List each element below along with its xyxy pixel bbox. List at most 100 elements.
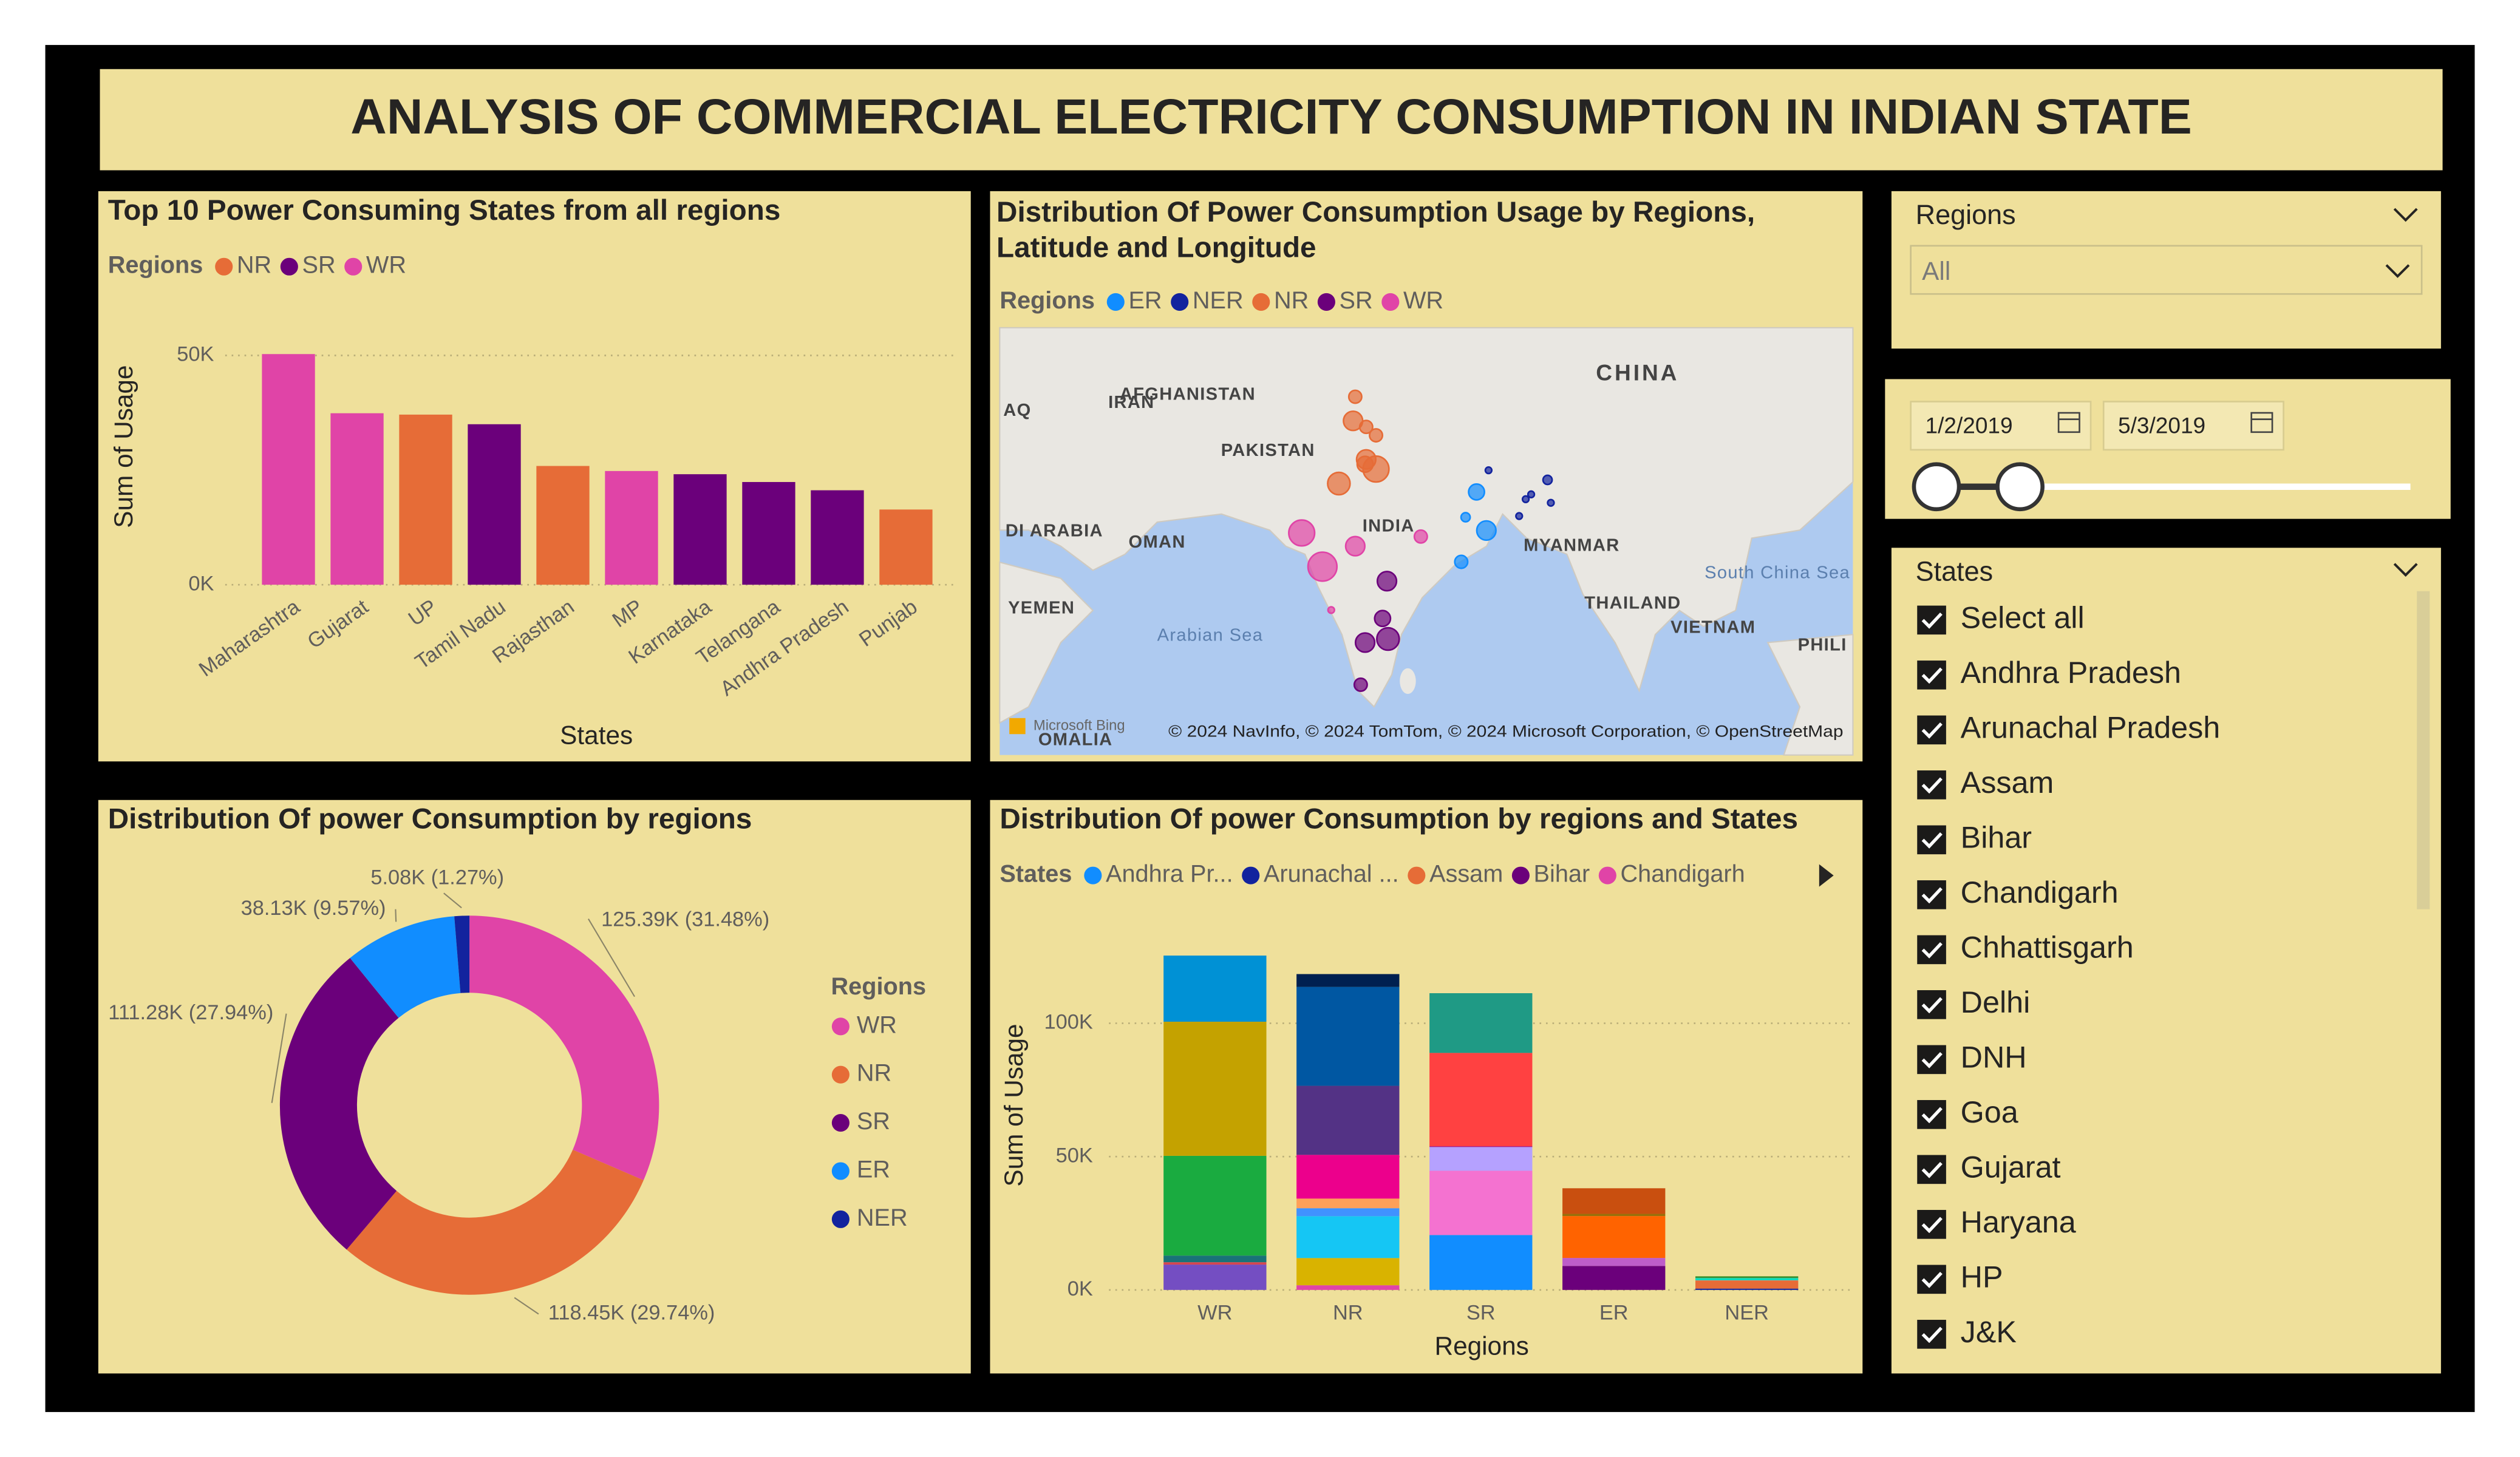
scrollbar[interactable] bbox=[2417, 591, 2430, 909]
checkbox[interactable] bbox=[1917, 1100, 1946, 1129]
checkbox[interactable] bbox=[1917, 1210, 1946, 1239]
bar-segment bbox=[1562, 1258, 1666, 1266]
checkbox[interactable] bbox=[1917, 825, 1946, 855]
calendar-icon[interactable] bbox=[2057, 412, 2080, 433]
checkbox[interactable] bbox=[1917, 770, 1946, 800]
checkbox[interactable] bbox=[1917, 605, 1946, 635]
legend-label: Chandigarh bbox=[1621, 861, 1745, 888]
slicer-item-label[interactable]: J&K bbox=[1961, 1314, 2017, 1349]
slicer-item-label[interactable]: Gujarat bbox=[1961, 1150, 2061, 1184]
slicer-title: States bbox=[1916, 556, 1994, 587]
map-label: CHINA bbox=[1596, 359, 1679, 385]
map[interactable] bbox=[999, 327, 1854, 756]
checkbox[interactable] bbox=[1917, 661, 1946, 690]
bar-segment bbox=[1695, 1276, 1799, 1278]
date-end[interactable]: 5/3/2019 bbox=[2118, 413, 2205, 438]
map-label: AQ bbox=[1003, 401, 1031, 420]
slicer-panel bbox=[1891, 191, 2441, 349]
legend-label: ER bbox=[857, 1156, 890, 1183]
chart-title: Distribution Of Power Consumption Usage … bbox=[996, 195, 1755, 263]
checkmark bbox=[1921, 832, 1943, 849]
checkbox[interactable] bbox=[1917, 935, 1946, 965]
legend-label: WR bbox=[857, 1011, 897, 1038]
slider-handle[interactable] bbox=[1912, 462, 1961, 512]
slicer-item[interactable]: HP bbox=[1917, 1260, 2003, 1294]
date-input[interactable] bbox=[1910, 401, 2092, 451]
slicer-item-label[interactable]: Delhi bbox=[1961, 985, 2031, 1019]
checkmark bbox=[1921, 777, 1943, 794]
bar-segment bbox=[1562, 1266, 1666, 1290]
slicer-item[interactable]: Andhra Pradesh bbox=[1917, 655, 2181, 690]
slicer-item-label[interactable]: Chhattisgarh bbox=[1961, 930, 2134, 965]
slider-handle[interactable] bbox=[1995, 462, 2045, 512]
bar-segment bbox=[1163, 1262, 1267, 1265]
checkbox[interactable] bbox=[1917, 1045, 1946, 1075]
bar-segment bbox=[1562, 1214, 1666, 1217]
slicer-item[interactable]: Chandigarh bbox=[1917, 875, 2119, 909]
leader-line bbox=[395, 909, 397, 922]
checkbox[interactable] bbox=[1917, 1155, 1946, 1184]
legend-marker bbox=[1408, 866, 1426, 885]
legend-label: WR bbox=[1403, 287, 1443, 314]
y-axis-title: Sum of Usage bbox=[109, 365, 138, 528]
bar-segment bbox=[1429, 1147, 1533, 1171]
checkbox[interactable] bbox=[1917, 990, 1946, 1019]
slicer-item[interactable]: J&K bbox=[1917, 1314, 2017, 1349]
map-points bbox=[1288, 389, 1555, 692]
chart-title: Distribution Of power Consumption by reg… bbox=[999, 803, 1798, 835]
checkbox[interactable] bbox=[1917, 1265, 1946, 1294]
slicer-item[interactable]: Haryana bbox=[1917, 1204, 2076, 1239]
dropdown[interactable] bbox=[1910, 245, 2423, 295]
chevron[interactable] bbox=[2393, 563, 2418, 577]
slicer-item-label[interactable]: Haryana bbox=[1961, 1204, 2076, 1239]
bar-segment bbox=[1296, 1085, 1400, 1155]
map-bubble bbox=[1542, 474, 1553, 486]
map-label: VIETNAM bbox=[1670, 617, 1755, 637]
slicer-item[interactable]: Arunachal Pradesh bbox=[1917, 710, 2220, 745]
slicer-item-label[interactable]: Bihar bbox=[1961, 820, 2032, 855]
bar-segment bbox=[1562, 1188, 1666, 1214]
chevron[interactable] bbox=[2393, 208, 2418, 222]
bar-segment bbox=[1429, 1146, 1533, 1147]
chevron[interactable] bbox=[2385, 264, 2410, 278]
date-input[interactable] bbox=[2102, 401, 2284, 451]
map-bubble bbox=[1354, 632, 1376, 653]
slicer-item[interactable]: Gujarat bbox=[1917, 1150, 2061, 1184]
map-bubble bbox=[1527, 490, 1536, 498]
checkbox[interactable] bbox=[1917, 880, 1946, 909]
checkbox[interactable] bbox=[1917, 1320, 1946, 1349]
x-tick-label: NER bbox=[1725, 1302, 1769, 1325]
donut-slice bbox=[350, 916, 461, 1018]
chart-title: Top 10 Power Consuming States from all r… bbox=[108, 194, 781, 226]
legend-marker bbox=[831, 1017, 850, 1036]
date-start[interactable]: 1/2/2019 bbox=[1925, 413, 2012, 438]
slicer-item-label[interactable]: Assam bbox=[1961, 765, 2054, 800]
slicer-item-label[interactable]: Andhra Pradesh bbox=[1961, 655, 2181, 690]
slicer-item-label[interactable]: Arunachal Pradesh bbox=[1961, 710, 2221, 745]
legend-marker bbox=[215, 257, 233, 276]
slicer-item[interactable]: Goa bbox=[1917, 1095, 2018, 1129]
slicer-item[interactable]: Bihar bbox=[1917, 820, 2032, 855]
calendar-icon[interactable] bbox=[2250, 412, 2273, 433]
checkbox[interactable] bbox=[1917, 715, 1946, 745]
slicer-item-label[interactable]: Goa bbox=[1961, 1095, 2018, 1129]
slicer-item-label[interactable]: Chandigarh bbox=[1961, 875, 2119, 909]
slicer-item-label[interactable]: Select all bbox=[1961, 600, 2085, 635]
legend-next[interactable] bbox=[1819, 864, 1834, 887]
map-bubble bbox=[1413, 529, 1428, 544]
bar-segment bbox=[1296, 974, 1400, 987]
data-label: 111.28K (27.94%) bbox=[108, 1001, 273, 1024]
legend-label: ER bbox=[1128, 287, 1162, 314]
slicer-item[interactable]: Delhi bbox=[1917, 985, 2030, 1019]
slicer-item[interactable]: DNH bbox=[1917, 1040, 2027, 1075]
bar bbox=[262, 354, 315, 585]
slicer-item[interactable]: Chhattisgarh bbox=[1917, 930, 2134, 965]
slicer-item[interactable]: Select all bbox=[1917, 600, 2085, 635]
map-bubble bbox=[1288, 519, 1316, 547]
slicer-item-label[interactable]: HP bbox=[1961, 1260, 2003, 1294]
slicer-item-label[interactable]: DNH bbox=[1961, 1040, 2027, 1075]
bar-segment bbox=[1429, 993, 1533, 1053]
dropdown-value[interactable]: All bbox=[1922, 257, 1950, 285]
slicer-item[interactable]: Assam bbox=[1917, 765, 2054, 800]
data-label: 118.45K (29.74%) bbox=[548, 1302, 715, 1325]
